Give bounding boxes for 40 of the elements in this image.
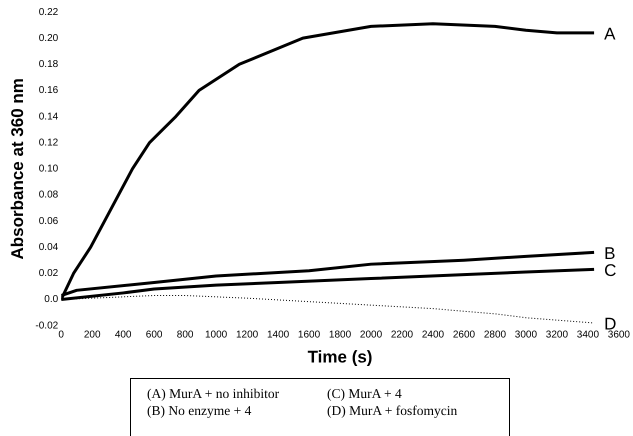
y-tick-label: 0.04 [38, 242, 59, 253]
x-tick-label: 600 [146, 329, 163, 340]
x-tick-label: 3400 [576, 329, 600, 340]
x-tick-label: 400 [114, 329, 132, 340]
x-tick-label: 1600 [298, 329, 321, 340]
x-tick-label: 1000 [204, 329, 228, 340]
y-tick-label: 0.22 [38, 6, 59, 18]
x-tick-label: 800 [176, 329, 194, 340]
y-tick-label: -0.02 [35, 320, 59, 332]
x-tick-label: 1400 [266, 329, 290, 340]
y-tick-label: 0.02 [38, 268, 59, 280]
x-tick-label: 2000 [360, 329, 383, 340]
text: (D) MurA + fosfomycin [327, 402, 458, 419]
series-label: B [604, 244, 616, 264]
x-tick-label: 2400 [422, 329, 445, 340]
y-axis-title: Absorbance at 360 nm [8, 78, 27, 260]
y-tick-label: 0.16 [38, 85, 59, 96]
y-tick-label: 0.08 [38, 190, 59, 201]
text: (C) MurA + 4 [327, 385, 403, 402]
x-tick-label: 2200 [390, 329, 414, 340]
x-tick-label: 3000 [514, 329, 538, 340]
y-tick-label: 0.0 [44, 294, 59, 306]
y-tick-label: 0.12 [38, 137, 59, 148]
x-tick-label: 200 [84, 329, 101, 340]
text: (A) MurA + no inhibitor [147, 385, 280, 402]
x-tick-label: 2800 [484, 329, 507, 340]
y-tick-label: 0.18 [38, 59, 59, 70]
series-label: A [604, 24, 616, 44]
y-tick-label: 0.06 [38, 216, 59, 227]
x-tick-label: 1200 [236, 329, 259, 340]
x-tick-label: 3200 [546, 329, 568, 340]
y-tick-label: 0.20 [38, 32, 59, 44]
y-tick-label: 0.14 [38, 111, 59, 122]
text: (B) No enzyme + 4 [147, 402, 252, 419]
x-tick-label: 1800 [328, 329, 352, 340]
x-tick-label: 0 [58, 329, 64, 340]
y-tick-label: 0.10 [38, 164, 59, 175]
series-label: C [604, 261, 616, 280]
x-axis-title: Time (s) [308, 347, 372, 366]
x-tick-label: 2600 [452, 329, 476, 340]
